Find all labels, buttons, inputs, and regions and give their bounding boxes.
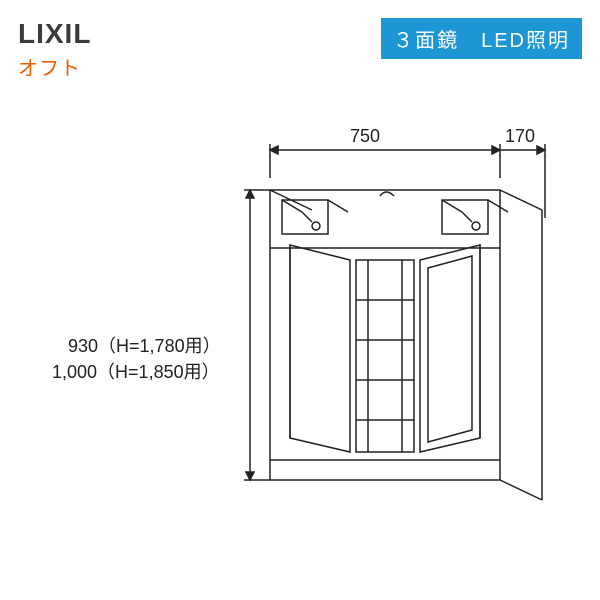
brand-subtitle: オフト bbox=[18, 52, 91, 81]
feature-badge: ３面鏡 LED照明 bbox=[381, 18, 582, 59]
brand-logo: LIXIL bbox=[18, 18, 91, 50]
brand-area: LIXIL オフト bbox=[18, 18, 91, 81]
cabinet-diagram-svg bbox=[50, 100, 550, 570]
diagram-area: 750 170 930（H=1,780用） 1,000（H=1,850用） bbox=[50, 100, 550, 570]
